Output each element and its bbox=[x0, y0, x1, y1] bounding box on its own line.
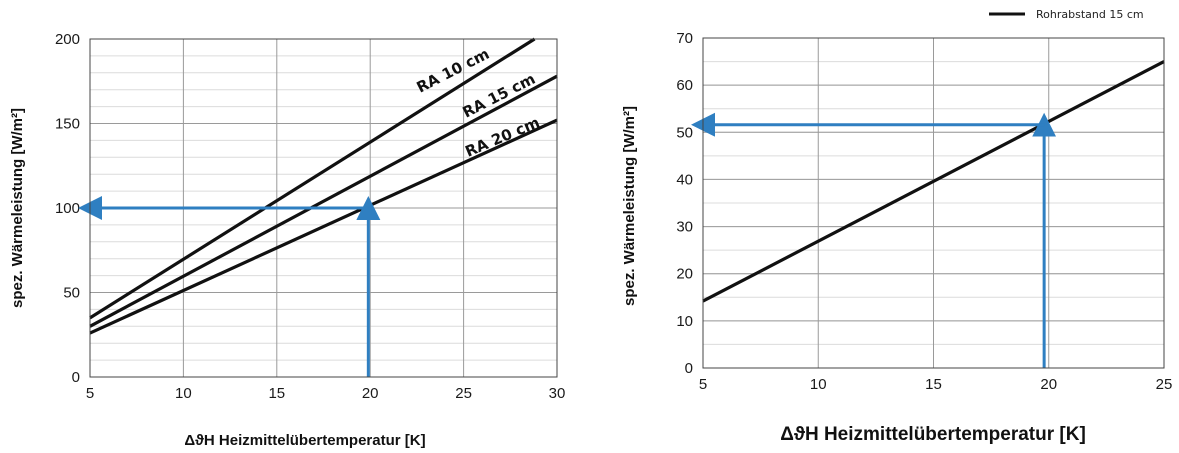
y-tick-label: 10 bbox=[676, 313, 693, 330]
left-series bbox=[89, 37, 558, 335]
y-tick-label: 0 bbox=[685, 360, 693, 377]
x-tick-label: 20 bbox=[362, 385, 379, 402]
left-x-axis-title: ΔϑH Heizmittelübertemperatur [K] bbox=[184, 432, 425, 449]
y-tick-label: 40 bbox=[676, 171, 693, 188]
y-tick-label: 70 bbox=[676, 30, 693, 47]
y-tick-label: 60 bbox=[676, 77, 693, 94]
y-tick-label: 50 bbox=[676, 124, 693, 141]
right-series bbox=[702, 60, 1165, 303]
y-tick-label: 30 bbox=[676, 219, 693, 236]
x-tick-label: 20 bbox=[1040, 376, 1057, 393]
right-x-axis-title: ΔϑH Heizmittelübertemperatur [K] bbox=[780, 424, 1086, 445]
y-tick-label: 50 bbox=[63, 285, 80, 302]
x-tick-label: 15 bbox=[925, 376, 942, 393]
right-y-axis-title: spez. Wärmeleistung [W/m²] bbox=[621, 106, 638, 306]
x-tick-label: 5 bbox=[699, 376, 707, 393]
series-line-2 bbox=[89, 74, 558, 328]
right-annotations bbox=[691, 112, 1057, 368]
x-tick-label: 30 bbox=[549, 385, 566, 402]
right-tick-labels: 5 10 15 20 25 0 10 20 30 40 50 60 70 bbox=[676, 30, 1172, 393]
x-tick-label: 10 bbox=[810, 376, 827, 393]
chart-right: 5 10 15 20 25 0 10 20 30 40 50 60 70 Rohrabstand 15 … bbox=[621, 8, 1172, 445]
x-tick-label: 5 bbox=[86, 385, 94, 402]
y-tick-label: 150 bbox=[55, 116, 80, 133]
right-plot-frame bbox=[702, 37, 1165, 369]
x-tick-label: 25 bbox=[1156, 376, 1173, 393]
y-tick-label: 200 bbox=[55, 31, 80, 48]
y-tick-label: 0 bbox=[72, 369, 80, 386]
x-tick-label: 10 bbox=[175, 385, 192, 402]
left-y-axis-title: spez. Wärmeleistung [W/m²] bbox=[9, 108, 26, 308]
x-tick-label: 25 bbox=[455, 385, 472, 402]
left-tick-labels: 5 10 15 20 25 30 0 50 100 150 200 bbox=[55, 31, 565, 402]
right-grid bbox=[702, 37, 1165, 369]
y-tick-label: 100 bbox=[55, 200, 80, 217]
series-line-1 bbox=[702, 60, 1165, 303]
series-line-1 bbox=[89, 37, 536, 320]
series-line-3 bbox=[89, 118, 558, 335]
left-plot-frame bbox=[89, 38, 558, 378]
legend: Rohrabstand 15 cm bbox=[989, 8, 1144, 21]
x-tick-label: 15 bbox=[268, 385, 285, 402]
left-annotations bbox=[78, 196, 381, 377]
y-tick-label: 20 bbox=[676, 266, 693, 283]
legend-label: Rohrabstand 15 cm bbox=[1036, 8, 1144, 21]
